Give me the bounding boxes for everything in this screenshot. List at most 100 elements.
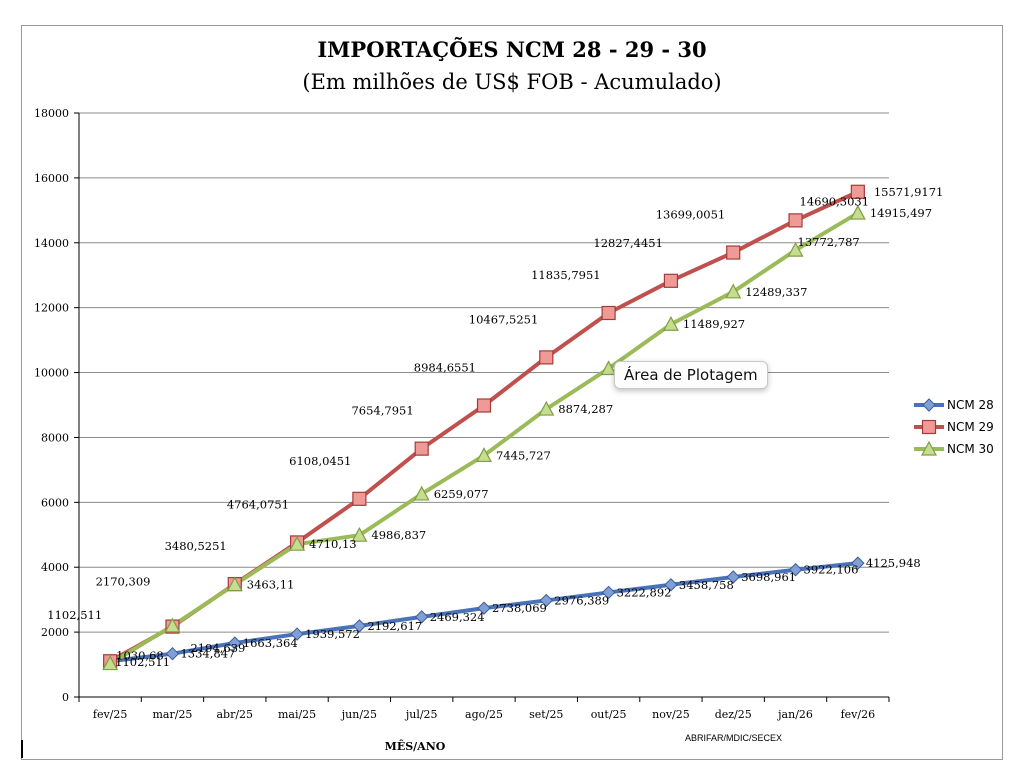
data-point[interactable] xyxy=(289,535,306,551)
legend-label: NCM 30 xyxy=(947,442,994,456)
data-label: 10467,5251 xyxy=(469,312,539,326)
x-tick-label: ago/25 xyxy=(465,708,503,721)
data-label: 3458,758 xyxy=(679,578,734,592)
legend-marker[interactable] xyxy=(921,419,937,435)
data-label: 3480,5251 xyxy=(165,539,227,553)
data-point[interactable] xyxy=(788,213,803,228)
data-label: 3698,961 xyxy=(741,570,796,584)
data-label: 13699,0051 xyxy=(656,208,726,222)
plot-area-tooltip: Área de Plotagem xyxy=(614,361,768,389)
y-tick-label: 18000 xyxy=(34,107,69,120)
data-point[interactable] xyxy=(726,570,740,584)
y-tick-label: 16000 xyxy=(34,172,69,185)
x-tick-label: nov/25 xyxy=(652,708,690,721)
data-point[interactable] xyxy=(226,576,243,592)
chart-frame xyxy=(21,25,1003,760)
data-label: 3922,106 xyxy=(804,563,859,577)
data-label: 2194,639 xyxy=(190,641,245,655)
x-tick-label: dez/25 xyxy=(715,708,752,721)
data-point[interactable] xyxy=(475,447,493,463)
x-tick-label: jan/26 xyxy=(776,708,813,721)
data-point[interactable] xyxy=(601,585,616,600)
data-label: 3463,11 xyxy=(247,578,295,592)
data-label: 14915,497 xyxy=(870,206,932,220)
data-point[interactable] xyxy=(352,491,367,506)
data-point[interactable] xyxy=(414,610,429,624)
y-tick-label: 6000 xyxy=(41,496,69,509)
data-label: 3222,892 xyxy=(617,585,672,599)
data-point[interactable] xyxy=(164,617,181,633)
data-point[interactable] xyxy=(352,619,367,633)
data-label: 4125,948 xyxy=(866,556,921,570)
data-label: 1102,511 xyxy=(47,608,102,622)
source-note: ABRIFAR/MDIC/SECEX xyxy=(685,733,783,743)
data-point[interactable] xyxy=(663,273,679,288)
data-point[interactable] xyxy=(662,315,679,331)
data-point[interactable] xyxy=(787,241,804,257)
data-label: 1939,572 xyxy=(305,627,360,641)
data-point[interactable] xyxy=(850,184,865,199)
data-label: 7654,7951 xyxy=(351,404,413,418)
data-point[interactable] xyxy=(228,636,242,650)
data-point[interactable] xyxy=(849,204,866,220)
x-tick-label: fev/26 xyxy=(841,708,876,721)
y-tick-label: 10000 xyxy=(34,367,69,380)
data-label: 8874,287 xyxy=(558,402,613,416)
data-point[interactable] xyxy=(165,646,180,661)
data-label: 13772,787 xyxy=(798,235,860,249)
data-point[interactable] xyxy=(539,350,554,365)
data-point[interactable] xyxy=(477,601,491,615)
data-label: 2469,324 xyxy=(430,610,485,624)
data-point[interactable] xyxy=(600,360,617,376)
data-label: 1102,511 xyxy=(115,655,170,669)
data-label: 2170,309 xyxy=(96,575,151,589)
legend-label: NCM 28 xyxy=(947,398,994,412)
data-label: 15571,9171 xyxy=(874,185,944,199)
data-label: 2192,617 xyxy=(367,619,422,633)
data-point[interactable] xyxy=(664,578,678,592)
data-point[interactable] xyxy=(414,441,429,456)
data-point[interactable] xyxy=(290,627,304,641)
data-label: 12827,4451 xyxy=(593,236,663,250)
x-axis-label: MÊS/ANO xyxy=(384,740,446,753)
legend-marker[interactable] xyxy=(920,440,938,456)
y-tick-label: 2000 xyxy=(41,626,69,639)
text-cursor xyxy=(21,740,23,758)
data-point[interactable] xyxy=(351,526,368,542)
chart-title: IMPORTAÇÕES NCM 28 - 29 - 30 xyxy=(317,37,707,62)
data-label: 4986,837 xyxy=(371,528,426,542)
data-point[interactable] xyxy=(726,245,741,260)
y-tick-label: 12000 xyxy=(34,302,69,315)
x-tick-label: set/25 xyxy=(529,708,563,721)
data-label: 1334,847 xyxy=(180,647,235,661)
data-label: 6108,0451 xyxy=(289,454,351,468)
x-tick-label: jul/25 xyxy=(404,708,438,721)
data-point[interactable] xyxy=(102,655,119,671)
data-label: 7445,727 xyxy=(496,448,551,462)
data-label: 6259,077 xyxy=(434,487,489,501)
data-label: 4764,0751 xyxy=(227,497,289,511)
x-tick-label: mar/25 xyxy=(152,708,192,721)
y-tick-label: 4000 xyxy=(41,561,69,574)
series-line-ncm-30 xyxy=(109,211,859,666)
data-point[interactable] xyxy=(413,485,430,501)
data-label: 11489,927 xyxy=(683,317,745,331)
data-point[interactable] xyxy=(539,593,554,608)
y-tick-label: 0 xyxy=(62,691,69,704)
y-tick-label: 8000 xyxy=(41,431,69,444)
data-point[interactable] xyxy=(725,283,742,299)
data-label: 8984,6551 xyxy=(414,360,476,374)
legend-label: NCM 29 xyxy=(947,420,994,434)
data-label: 4710,13 xyxy=(309,537,357,551)
data-point[interactable] xyxy=(476,398,492,413)
data-point[interactable] xyxy=(788,563,803,577)
x-tick-label: abr/25 xyxy=(216,708,253,721)
data-label: 1030,68 xyxy=(116,649,164,663)
data-point[interactable] xyxy=(851,556,865,570)
data-point[interactable] xyxy=(601,305,616,321)
data-point[interactable] xyxy=(538,400,555,416)
legend-marker[interactable] xyxy=(922,398,936,412)
data-label: 2738,069 xyxy=(492,601,547,615)
data-label: 14690,3031 xyxy=(800,194,870,208)
